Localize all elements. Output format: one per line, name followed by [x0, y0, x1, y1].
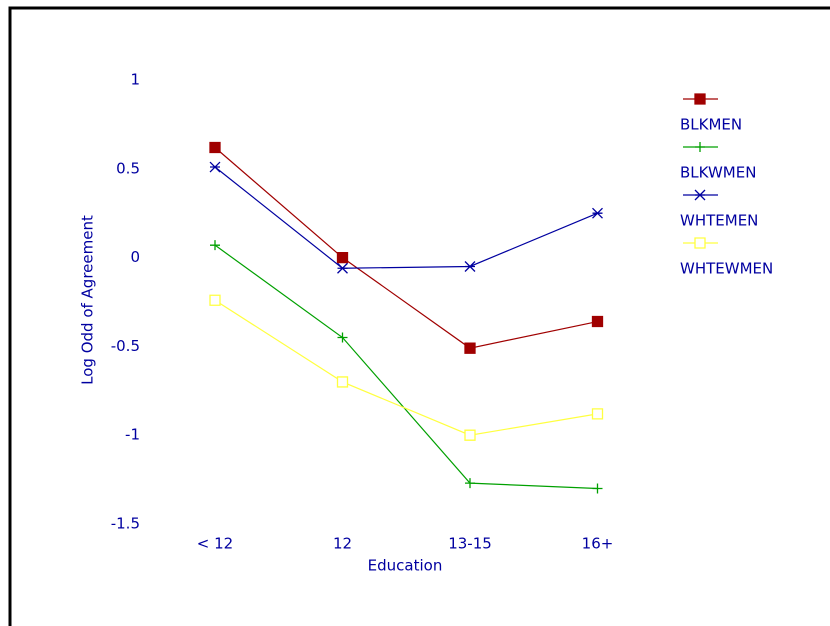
marker — [694, 189, 706, 201]
y-tick-label: 0.5 — [116, 159, 140, 177]
y-axis-label: Log Odd of Agreement — [79, 215, 97, 385]
marker — [209, 141, 221, 154]
marker — [695, 142, 705, 152]
marker — [591, 408, 604, 420]
legend-label: BLKMEN — [680, 116, 742, 134]
marker — [336, 376, 349, 388]
marker — [694, 93, 706, 105]
series-line — [214, 244, 598, 490]
legend-label: WHTEMEN — [680, 212, 758, 230]
marker — [210, 240, 220, 251]
marker — [336, 251, 349, 264]
marker — [337, 332, 348, 343]
marker — [209, 161, 221, 173]
x-axis-label: Education — [368, 557, 443, 575]
marker — [464, 342, 476, 354]
x-tick-label: 16+ — [582, 535, 614, 553]
marker — [464, 261, 476, 272]
y-tick-label: -1.5 — [111, 515, 140, 533]
legend-label: WHTEWMEN — [680, 260, 773, 278]
marker — [464, 429, 476, 441]
marker — [592, 483, 603, 494]
marker — [592, 207, 603, 219]
marker — [465, 478, 475, 489]
series-line — [214, 299, 598, 436]
x-tick-label: 12 — [333, 535, 352, 553]
legend-label: BLKWMEN — [680, 164, 756, 182]
series-line — [214, 147, 598, 349]
x-tick-label: < 12 — [197, 535, 233, 553]
x-tick-label: 13-15 — [448, 535, 492, 553]
series-line — [214, 166, 598, 269]
y-tick-label: 0 — [130, 248, 140, 266]
marker — [591, 315, 604, 328]
y-tick-label: -0.5 — [111, 337, 140, 355]
frame — [8, 6, 830, 626]
marker — [337, 262, 348, 274]
marker — [209, 294, 221, 306]
marker — [694, 237, 706, 249]
y-tick-label: -1 — [125, 426, 140, 444]
y-tick-label: 1 — [130, 71, 140, 89]
